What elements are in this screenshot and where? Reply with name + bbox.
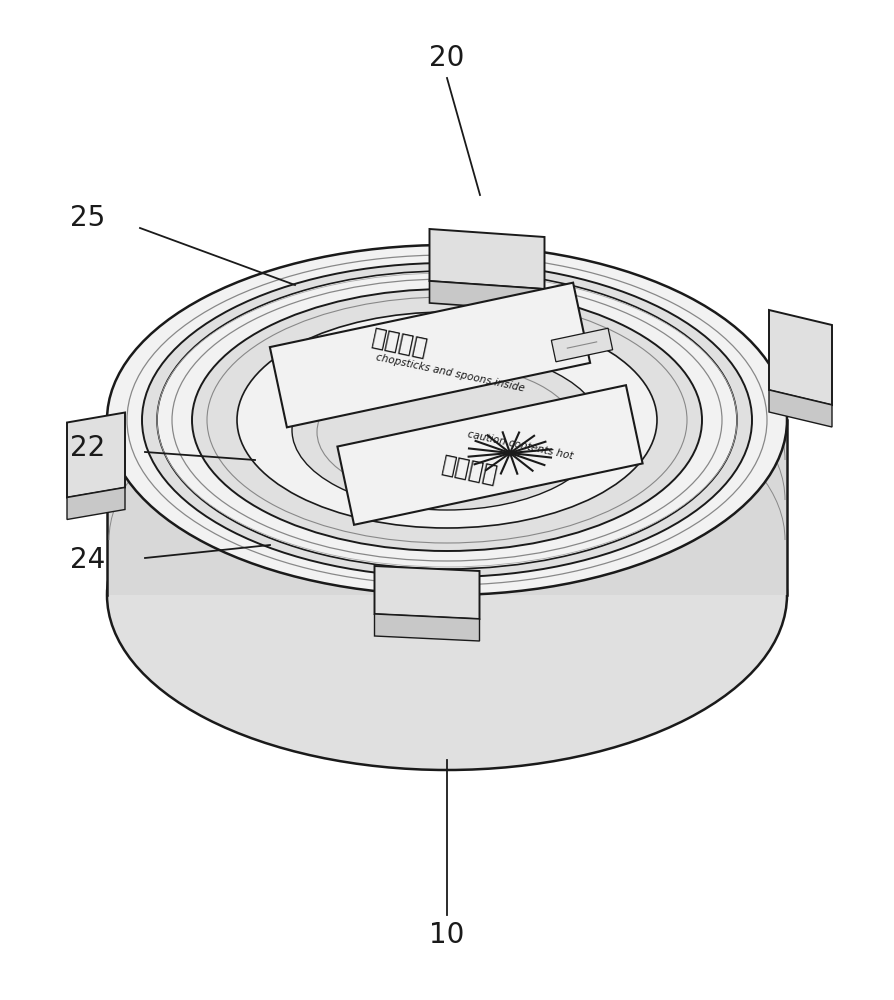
Text: 口熱慎开: 口熱慎开 [440, 452, 500, 488]
Text: chopsticks and spoons inside: chopsticks and spoons inside [375, 352, 526, 394]
Ellipse shape [157, 271, 737, 569]
Polygon shape [552, 328, 612, 362]
Text: 24: 24 [71, 546, 105, 574]
Polygon shape [375, 614, 479, 641]
Ellipse shape [192, 289, 702, 551]
Ellipse shape [107, 420, 787, 770]
Polygon shape [769, 390, 832, 427]
Text: caution contents hot: caution contents hot [467, 429, 574, 461]
Ellipse shape [107, 245, 787, 595]
Ellipse shape [292, 350, 602, 510]
Polygon shape [337, 385, 643, 525]
Ellipse shape [237, 312, 657, 528]
Polygon shape [375, 566, 479, 619]
Text: 10: 10 [429, 921, 465, 949]
Polygon shape [67, 412, 125, 497]
Polygon shape [67, 488, 125, 520]
Text: 22: 22 [71, 434, 105, 462]
Text: 25: 25 [71, 204, 105, 232]
Text: 20: 20 [429, 44, 465, 72]
Polygon shape [429, 281, 544, 311]
Text: 内有筷屒: 内有筷屒 [370, 325, 430, 361]
Polygon shape [429, 229, 544, 289]
Polygon shape [270, 283, 590, 427]
Ellipse shape [142, 263, 752, 577]
Polygon shape [769, 310, 832, 405]
Polygon shape [107, 420, 787, 595]
